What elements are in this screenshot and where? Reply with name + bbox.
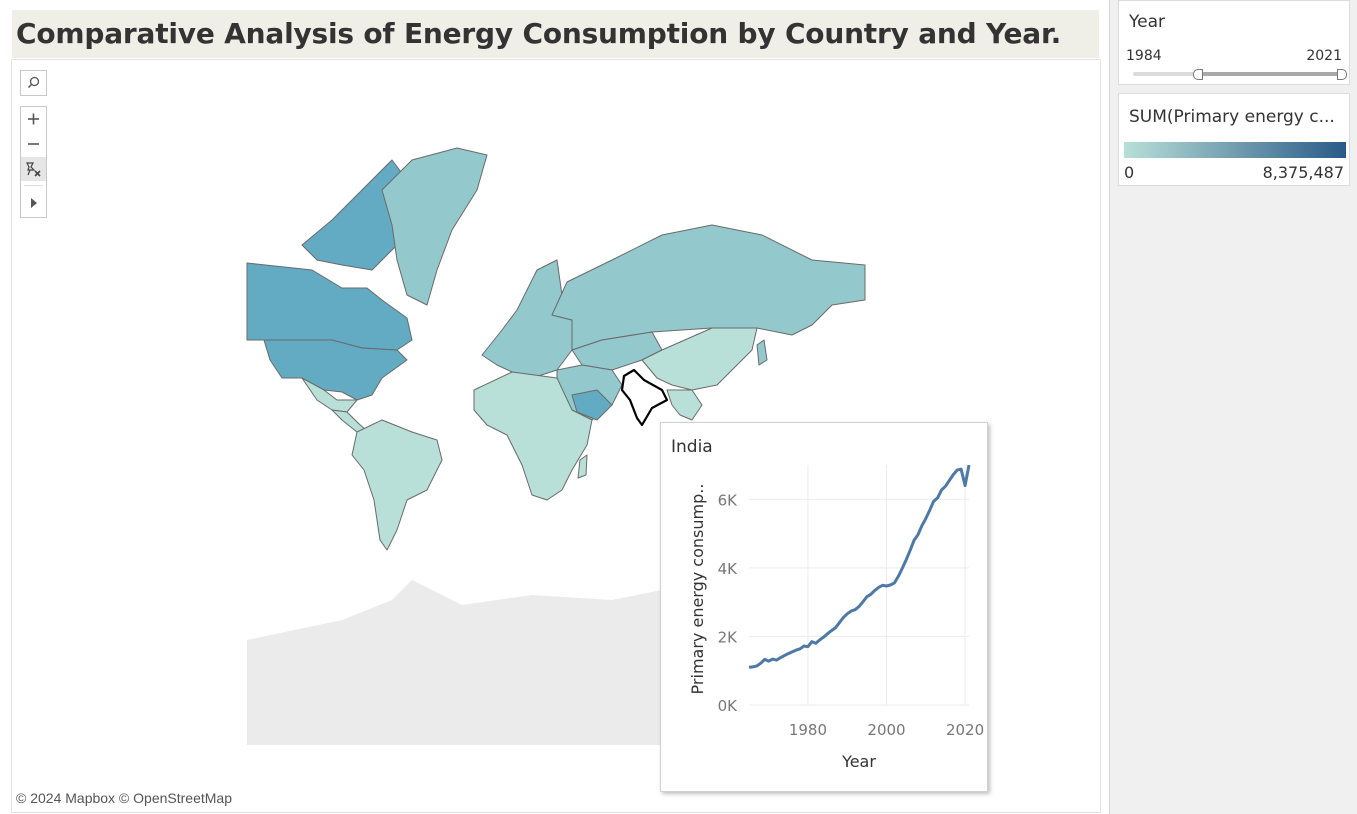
united-states[interactable] xyxy=(263,339,408,401)
zoom-out-button[interactable] xyxy=(21,132,46,156)
y-tick-label: 6K xyxy=(718,491,739,509)
zoom-in-button[interactable] xyxy=(21,107,46,131)
map-zoom-toolbar xyxy=(20,106,47,218)
year-slider-start-handle[interactable] xyxy=(1193,69,1203,80)
southeast-asia[interactable] xyxy=(666,389,703,421)
canada[interactable] xyxy=(246,262,413,351)
unpin-map-button[interactable] xyxy=(21,157,46,181)
page-title: Comparative Analysis of Energy Consumpti… xyxy=(16,17,1062,50)
year-filter-title: Year xyxy=(1129,12,1165,32)
color-legend-card: SUM(Primary energy c... 0 8,375,487 xyxy=(1118,93,1350,186)
tooltip-line-chart: 0K 2K 4K 6K 1980 2000 2020 Year Primary energy c… xyxy=(688,464,984,771)
minus-icon xyxy=(28,143,39,145)
unpin-icon xyxy=(26,162,41,177)
plus-icon xyxy=(28,113,39,125)
expand-toolbar-button[interactable] xyxy=(21,191,46,215)
y-tick-label: 4K xyxy=(718,560,739,578)
india[interactable] xyxy=(620,368,669,427)
color-legend-ramp xyxy=(1124,142,1346,158)
legend-max-label: 8,375,487 xyxy=(1262,163,1344,182)
central-america[interactable] xyxy=(331,409,369,433)
y-axis-title: Primary energy consump.. xyxy=(688,484,707,695)
x-tick-label: 1980 xyxy=(789,721,827,739)
map-search-button[interactable] xyxy=(20,70,47,96)
tooltip-title: India xyxy=(671,437,713,457)
saudi-arabia[interactable] xyxy=(571,389,613,421)
year-max-label: 2021 xyxy=(1306,48,1342,64)
year-filter-card: Year 1984 2021 xyxy=(1118,0,1350,85)
year-slider-end-handle[interactable] xyxy=(1337,69,1347,80)
y-tick-label: 2K xyxy=(718,628,739,646)
y-tick-label: 0K xyxy=(718,697,739,715)
china[interactable] xyxy=(641,327,758,391)
south-america[interactable] xyxy=(351,419,443,551)
right-panel: Year 1984 2021 SUM(Primary energy c... 0… xyxy=(1109,0,1357,814)
search-icon xyxy=(27,76,40,89)
africa[interactable] xyxy=(473,371,593,501)
greenland[interactable] xyxy=(381,147,488,306)
madagascar[interactable] xyxy=(577,454,588,479)
europe[interactable] xyxy=(481,259,573,379)
color-legend-title: SUM(Primary energy c... xyxy=(1129,107,1335,127)
x-tick-label: 2020 xyxy=(946,721,984,739)
mexico[interactable] xyxy=(301,377,358,413)
x-tick-label: 2000 xyxy=(867,721,905,739)
title-bar: Comparative Analysis of Energy Consumpti… xyxy=(12,10,1099,58)
year-min-label: 1984 xyxy=(1126,48,1162,64)
map-credits: © 2024 Mapbox © OpenStreetMap xyxy=(16,790,232,806)
country-tooltip: India 0K 2K 4K 6K 1980 2000 2020 Year Primary en… xyxy=(660,422,988,792)
series-line xyxy=(748,464,971,669)
x-axis-title: Year xyxy=(841,752,876,771)
legend-min-label: 0 xyxy=(1124,163,1135,182)
japan[interactable] xyxy=(756,339,768,366)
play-arrow-icon xyxy=(31,198,37,208)
year-slider-range xyxy=(1198,72,1341,76)
